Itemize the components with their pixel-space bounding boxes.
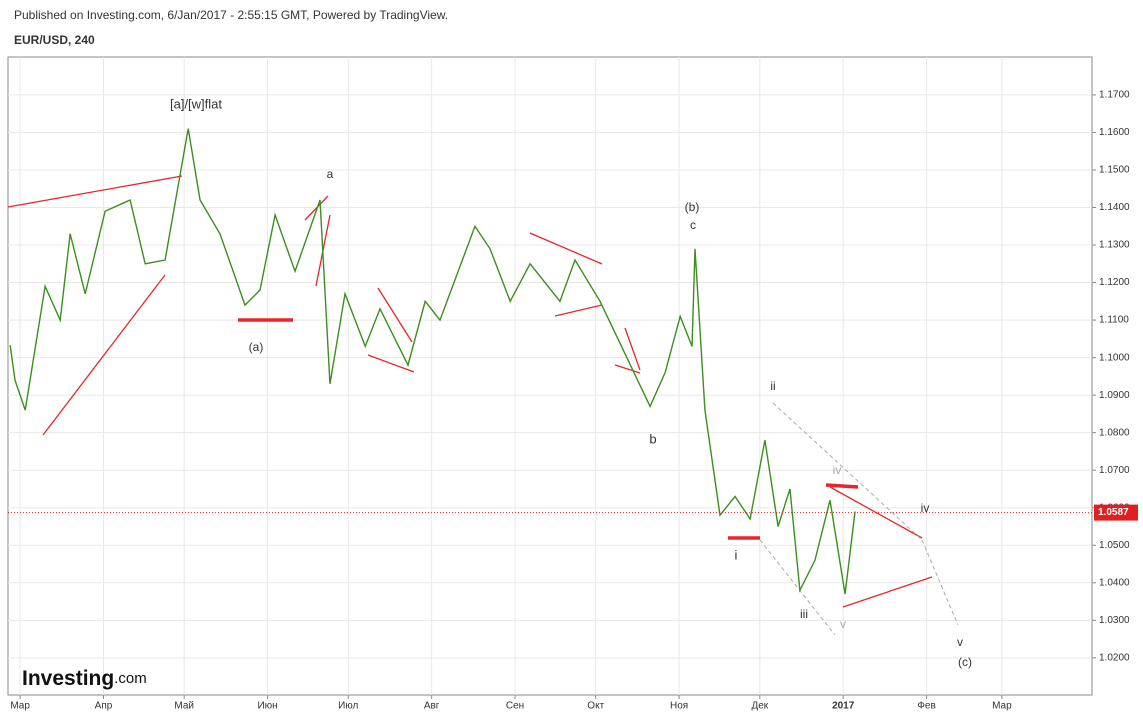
x-tick-label: Мар <box>992 701 1012 712</box>
trend-line <box>624 327 641 371</box>
price-line <box>9 128 856 595</box>
wave-label: c <box>690 218 696 232</box>
y-tick-label: 1.0200 <box>1099 652 1130 663</box>
logo-suffix: .com <box>114 670 147 687</box>
last-price-label: 1.0587 <box>1098 507 1129 518</box>
x-tick-label: 2017 <box>832 701 855 712</box>
trend-line <box>529 232 603 265</box>
x-tick-label: Июл <box>338 701 358 712</box>
level-line <box>825 483 859 489</box>
trend-line <box>842 576 933 608</box>
wave-label: v <box>840 617 846 631</box>
wave-label: iii <box>800 607 808 621</box>
x-tick-label: Май <box>174 701 194 712</box>
wave-label: (b) <box>685 200 700 214</box>
y-tick-label: 1.0700 <box>1099 465 1130 476</box>
x-tick-label: Сен <box>506 701 524 712</box>
title: EUR/USD, 240 <box>14 33 95 47</box>
last-price-box <box>1094 504 1138 521</box>
plot-frame <box>7 56 1093 696</box>
trend-line <box>367 354 415 373</box>
y-tick-label: 1.1500 <box>1099 165 1130 176</box>
trend-line <box>377 287 413 343</box>
trend-line <box>554 304 603 317</box>
y-tick-label: 1.1200 <box>1099 277 1130 288</box>
y-tick-label: 1.0500 <box>1099 540 1130 551</box>
x-tick-label: Июн <box>257 701 277 712</box>
y-tick-label: 1.0300 <box>1099 615 1130 626</box>
wave-label: ii <box>770 379 775 393</box>
wave-lines <box>7 175 959 636</box>
wave-label: a <box>327 167 334 181</box>
y-tick-label: 1.1600 <box>1099 127 1130 138</box>
x-tick-label: Авг <box>424 701 440 712</box>
channel-line <box>772 402 923 541</box>
y-tick-label: 1.1300 <box>1099 240 1130 251</box>
wave-label: v <box>957 635 963 649</box>
x-tick-label: Ноя <box>670 701 688 712</box>
y-tick-label: 1.1400 <box>1099 202 1130 213</box>
trend-line <box>7 175 183 208</box>
y-tick-label: 1.0900 <box>1099 390 1130 401</box>
y-tick-label: 1.1000 <box>1099 352 1130 363</box>
projection-line <box>921 539 959 626</box>
wave-label: b <box>649 431 656 446</box>
trend-line <box>614 364 641 374</box>
wave-label: iv <box>921 501 930 515</box>
y-tick-label: 1.0400 <box>1099 577 1130 588</box>
logo-name: Investing <box>22 667 114 690</box>
x-tick-label: Фев <box>917 701 935 712</box>
plot <box>8 128 1092 595</box>
wave-label: (c) <box>958 655 972 669</box>
trend-line <box>42 274 166 436</box>
wave-label: iv <box>833 463 842 477</box>
y-tick-label: 1.1700 <box>1099 90 1130 101</box>
y-tick-label: 1.0800 <box>1099 427 1130 438</box>
wave-label: i <box>735 547 738 562</box>
logo: Investing.com <box>22 667 147 690</box>
channel-line <box>759 539 836 636</box>
x-tick-label: Мар <box>10 701 30 712</box>
subtitle: Published on Investing.com, 6/Jan/2017 -… <box>14 8 448 22</box>
x-tick-label: Дек <box>751 701 768 712</box>
grid <box>8 57 1092 695</box>
y-tick-label: 1.1100 <box>1099 315 1129 326</box>
wave-label: (a) <box>249 340 264 354</box>
wave-label: [a]/[w]flat <box>170 96 222 111</box>
x-tick-label: Апр <box>95 701 113 712</box>
x-tick-label: Окт <box>587 701 604 712</box>
